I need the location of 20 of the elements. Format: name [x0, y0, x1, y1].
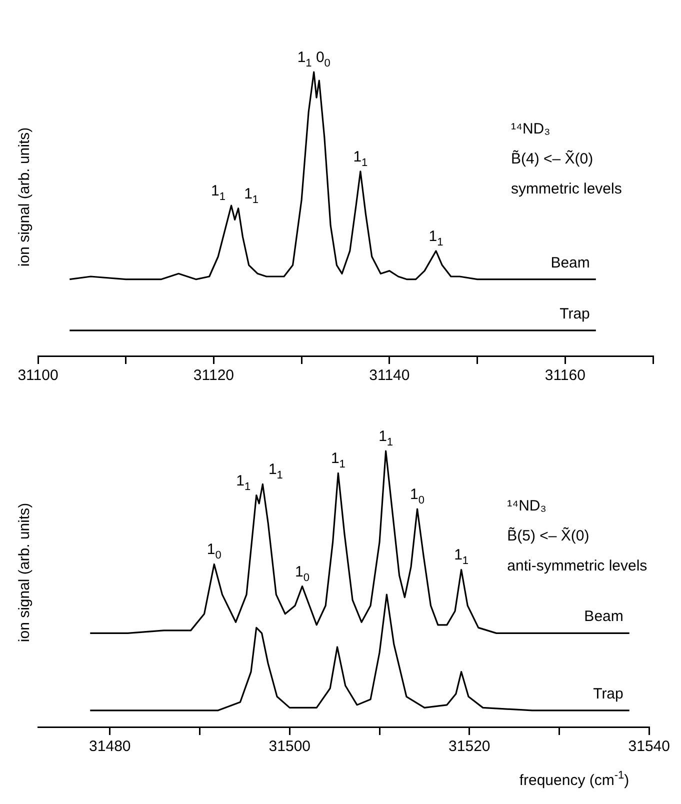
- series-label: Beam: [584, 608, 624, 626]
- annotation: B̃(5) <– X̃(0): [507, 527, 590, 545]
- y-axis-title: ion signal (arb. units): [16, 127, 34, 267]
- x-tick-label: 31100: [18, 367, 58, 384]
- series-label: Trap: [560, 305, 590, 322]
- annotation: ¹⁴ND₃: [511, 120, 550, 138]
- x-tick-label: 31120: [193, 367, 234, 384]
- x-tick-label: 31160: [544, 367, 586, 384]
- annotation: anti-symmetric levels: [507, 558, 648, 575]
- annotation: ¹⁴ND₃: [507, 498, 546, 515]
- x-tick-label: 31540: [628, 738, 670, 756]
- series-label: Beam: [550, 254, 590, 272]
- x-tick-label: 31500: [268, 738, 311, 756]
- x-tick-label: 31480: [89, 738, 131, 756]
- annotation: B̃(4) <– X̃(0): [511, 150, 594, 168]
- y-axis-title: ion signal (arb. units): [16, 502, 34, 642]
- annotation: symmetric levels: [511, 180, 622, 198]
- x-tick-label: 31140: [369, 367, 410, 384]
- series-label: Trap: [593, 685, 624, 702]
- x-tick-label: 31520: [448, 738, 490, 756]
